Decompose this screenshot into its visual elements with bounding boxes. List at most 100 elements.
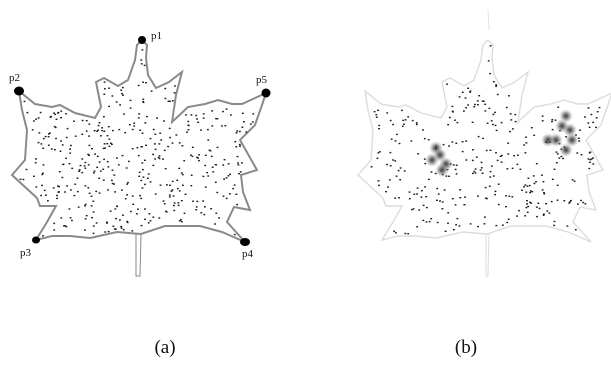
sample-point — [388, 179, 391, 181]
sample-point — [121, 92, 123, 95]
landmark-p1: p1 — [138, 30, 162, 44]
sample-point — [516, 163, 519, 166]
sample-point — [392, 123, 394, 126]
sample-point — [243, 121, 245, 123]
sample-point — [446, 83, 448, 85]
sample-point — [122, 94, 124, 96]
sample-point — [92, 225, 95, 227]
sample-point — [73, 194, 76, 197]
sample-point — [495, 224, 498, 227]
sample-point — [96, 130, 98, 132]
sample-point — [535, 163, 538, 165]
sample-point — [445, 175, 448, 177]
sample-point — [129, 99, 132, 102]
sample-point — [416, 193, 418, 195]
sample-point — [402, 119, 405, 122]
sample-point — [392, 159, 394, 161]
sample-point — [487, 60, 490, 62]
sample-point — [190, 185, 193, 187]
sample-point — [128, 124, 131, 126]
sample-point — [61, 176, 64, 179]
sample-point — [492, 175, 495, 177]
sample-point — [49, 132, 51, 134]
sample-point — [115, 101, 118, 103]
sample-point — [225, 177, 228, 179]
sample-point — [196, 200, 199, 203]
sample-point — [568, 202, 571, 204]
sample-point — [422, 204, 425, 207]
sample-point — [471, 159, 474, 162]
sample-point — [53, 125, 56, 128]
sample-point — [425, 196, 428, 198]
sample-point — [471, 121, 474, 123]
sample-point — [482, 100, 485, 102]
sample-point — [114, 191, 116, 193]
sample-point — [171, 180, 174, 183]
sample-point — [107, 166, 110, 168]
sample-point — [495, 85, 497, 87]
sample-point — [443, 189, 446, 191]
sample-point — [506, 221, 509, 224]
sample-point — [106, 143, 109, 145]
sample-point — [202, 113, 205, 115]
sample-point — [69, 152, 72, 154]
sample-point — [507, 142, 510, 144]
sample-point — [209, 150, 212, 152]
sample-point — [252, 113, 255, 115]
sample-point — [180, 172, 183, 174]
sample-point — [144, 208, 146, 210]
sample-point — [401, 125, 404, 127]
sample-point — [137, 84, 140, 87]
sample-point — [176, 179, 179, 181]
sample-point — [85, 120, 88, 122]
sample-point — [98, 122, 101, 124]
leaf-stem — [135, 233, 142, 277]
sample-point — [557, 106, 560, 108]
sample-point — [389, 165, 392, 167]
sample-point — [509, 113, 512, 115]
sample-point — [478, 95, 481, 97]
sample-point — [114, 228, 117, 230]
sample-point — [104, 231, 107, 233]
sample-point — [210, 155, 213, 158]
sample-point — [542, 214, 545, 216]
sample-point — [467, 104, 469, 106]
sample-point — [196, 118, 198, 120]
sample-point — [529, 201, 531, 204]
sample-point — [107, 230, 110, 233]
sample-point — [76, 177, 79, 179]
sample-point — [142, 98, 145, 100]
sample-point — [430, 218, 433, 220]
sample-point — [131, 148, 134, 150]
sample-point — [172, 195, 175, 197]
sample-point — [417, 153, 419, 155]
sample-point — [587, 122, 590, 124]
sample-point — [103, 158, 105, 161]
sample-point — [577, 203, 579, 205]
sample-point — [62, 163, 64, 166]
sample-point — [145, 144, 147, 146]
sample-point — [413, 193, 416, 195]
sample-point — [239, 171, 242, 173]
sample-point — [530, 202, 533, 204]
sample-point — [31, 129, 34, 131]
landmark-p4: p4 — [240, 238, 254, 260]
sample-point — [560, 155, 563, 158]
landmark-label: p5 — [256, 74, 268, 86]
sample-point — [60, 140, 62, 142]
sample-point — [145, 82, 147, 84]
sample-point — [472, 149, 474, 151]
sample-point — [125, 167, 128, 169]
sample-point — [126, 183, 129, 185]
sample-point — [479, 169, 482, 171]
highlight-blob — [435, 163, 449, 177]
sample-point — [494, 193, 496, 196]
sample-point — [202, 200, 205, 202]
sample-point — [536, 215, 538, 218]
sample-point — [551, 128, 554, 131]
sample-point — [524, 152, 527, 154]
sample-point — [249, 123, 252, 125]
sample-point — [222, 110, 224, 113]
sample-point — [152, 164, 155, 167]
sample-point — [186, 131, 188, 133]
